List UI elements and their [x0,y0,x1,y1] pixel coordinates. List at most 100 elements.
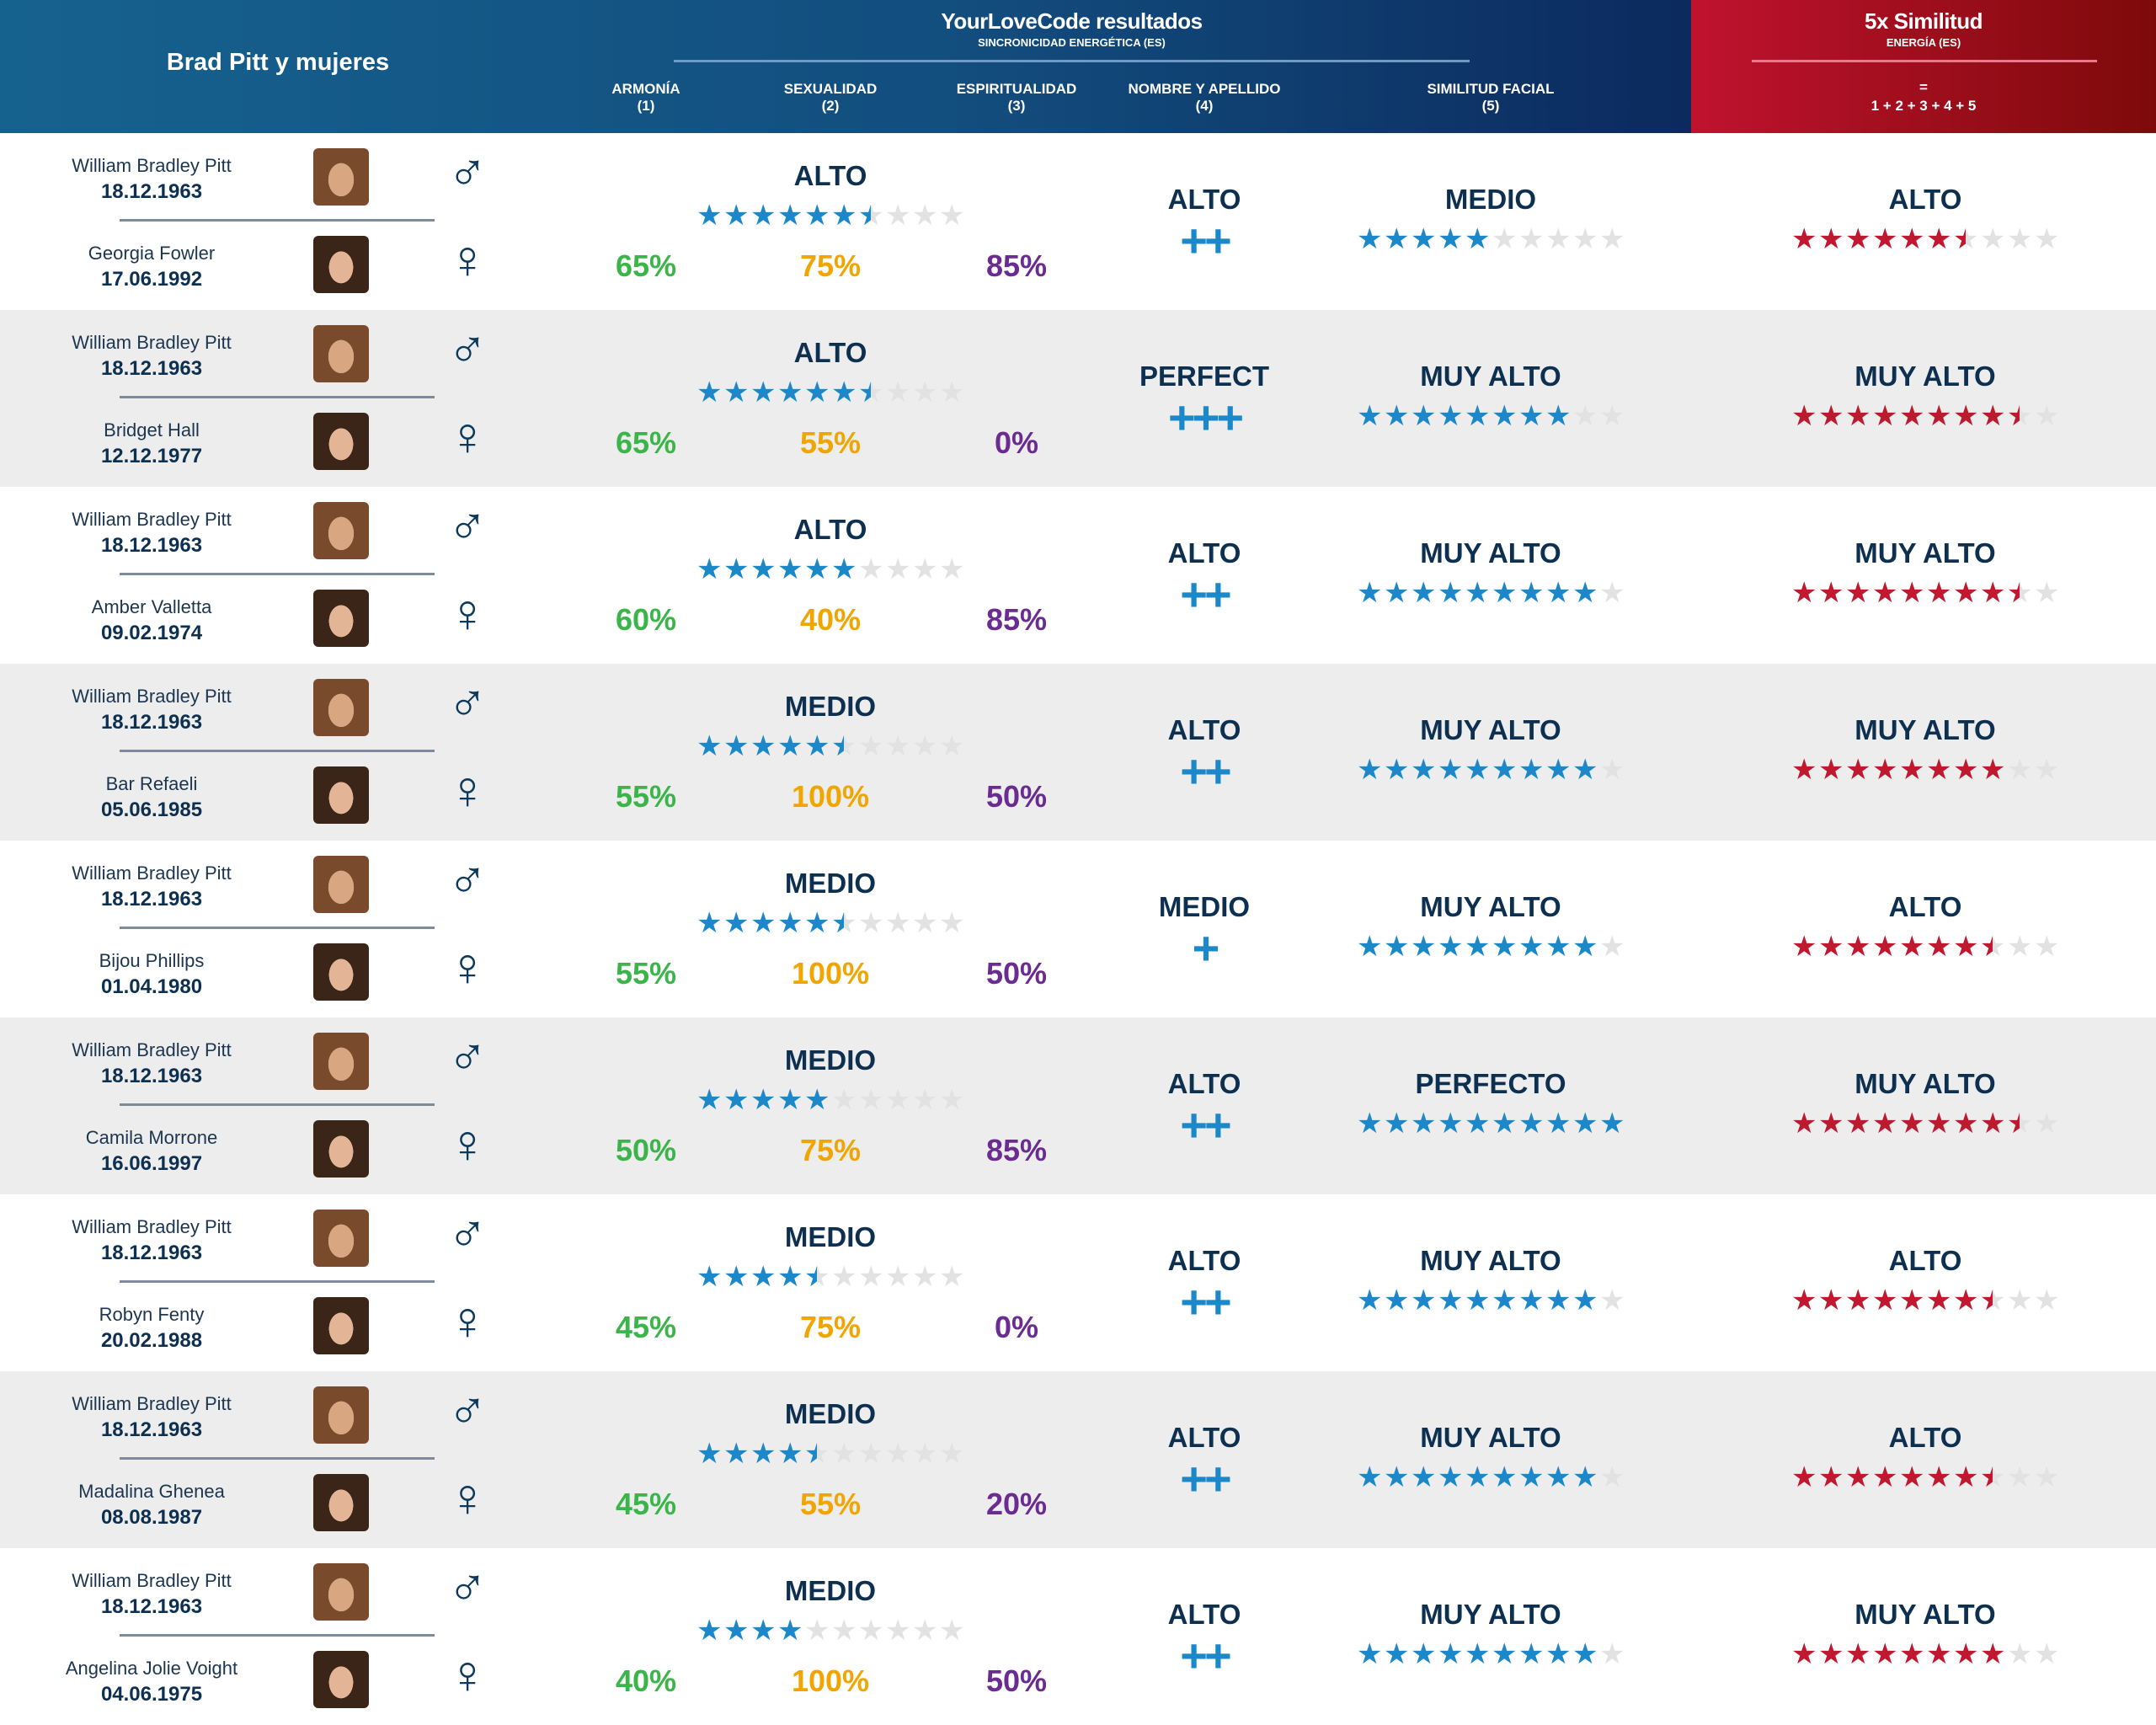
star-icon: ★★ [1411,1287,1436,1314]
star-icon: ★★ [1818,403,1844,430]
total-stars: ★★★★★★★★★★★★★★★★★★★★ [1791,226,2059,253]
sexualidad-percent: 75% [799,1133,862,1167]
star-fill: ★ [1926,226,1951,253]
star-fill: ★ [1980,403,2005,430]
star-fill: ★ [777,1440,803,1467]
star-fill: ★ [1357,403,1382,430]
star-icon: ★★ [1599,1641,1625,1668]
total-level: ALTO [1888,891,1962,922]
star-icon: ★★ [1545,933,1571,960]
star-fill: ★ [1926,933,1951,960]
star-icon: ★★ [1953,1110,1978,1137]
table-row: William Bradley Pitt 18.12.1963 ♂ Angelina … [0,1548,2156,1725]
star-icon: ★★ [2007,1464,2032,1491]
compatibility-stars: ★★★★★★★★★★★★★★★★★★★★ [696,1617,964,1644]
name-level: PERFECT [1139,360,1270,392]
star-icon: ★★ [1872,226,1897,253]
male-icon: ♂ [447,317,488,377]
star-fill: ★ [1899,756,1924,783]
star-fill: ★ [1872,933,1897,960]
star-icon: ★★ [2007,1110,2032,1137]
star-icon: ★★ [1872,1464,1897,1491]
star-fill: ★ [1791,756,1817,783]
star-icon: ★★ [2007,933,2032,960]
star-icon: ★★ [1438,1464,1463,1491]
espiritualidad-percent: 85% [985,1133,1048,1167]
star-icon: ★★ [1572,226,1598,253]
male-icon: ♂ [447,1378,488,1439]
star-icon: ★★ [1872,579,1897,606]
sexualidad-percent: 55% [799,425,862,460]
star-fill: ★ [1411,403,1436,430]
star-fill: ★ [1384,403,1409,430]
woman-birthdate: 09.02.1974 [100,622,203,644]
star-fill: ★ [1384,1110,1409,1137]
star-icon: ★★ [1899,579,1924,606]
star-icon: ★★ [1572,933,1598,960]
star-icon: ★★ [1926,403,1951,430]
star-icon: ★★ [831,1087,857,1114]
armonia-percent: 50% [615,1133,677,1167]
star-icon: ★★ [1980,1464,2005,1491]
armonia-percent: 55% [615,956,677,991]
star-fill: ★ [1899,403,1924,430]
star-icon: ★★ [912,733,937,760]
star-icon: ★★ [1872,756,1897,783]
star-icon: ★★ [1599,403,1625,430]
star-icon: ★★ [723,379,749,406]
facial-level: PERFECTO [1415,1068,1566,1099]
star-icon: ★★ [912,1263,937,1290]
star-icon: ★★ [1926,933,1951,960]
star-fill: ★ [696,202,722,229]
woman-name: Angelina Jolie Voight [65,1658,238,1679]
star-icon: ★★ [1384,403,1409,430]
star-icon: ★★ [885,1263,910,1290]
star-fill: ★ [1545,579,1571,606]
total-level: MUY ALTO [1854,360,1996,392]
star-fill: ★ [723,1440,749,1467]
star-fill: ★ [858,202,871,229]
star-fill: ★ [1872,403,1897,430]
star-icon: ★★ [1545,756,1571,783]
woman-name: Madalina Ghenea [78,1481,225,1502]
compatibility-level: MEDIO [784,1221,877,1252]
star-fill: ★ [696,1617,722,1644]
star-icon: ★★ [1980,756,2005,783]
name-plus-rating: ++ [1180,214,1231,267]
man-birthdate: 18.12.1963 [100,180,203,203]
star-icon: ★★ [831,202,857,229]
man-name: William Bradley Pitt [72,1039,232,1060]
star-fill: ★ [1545,1641,1571,1668]
armonia-percent: 60% [615,602,677,637]
star-icon: ★★ [1791,1464,1817,1491]
star-fill: ★ [1899,579,1924,606]
female-icon: ♀ [447,406,488,467]
row-divider [120,927,435,929]
star-icon: ★★ [939,202,964,229]
sexualidad-percent: 75% [799,248,862,283]
table-row: William Bradley Pitt 18.12.1963 ♂ Amber Val… [0,487,2156,664]
star-icon: ★★ [804,910,830,937]
star-fill: ★ [777,1087,803,1114]
star-fill: ★ [1899,1641,1924,1668]
star-fill: ★ [1818,1287,1844,1314]
star-icon: ★★ [1357,1287,1382,1314]
armonia-percent: 45% [615,1310,677,1344]
star-icon: ★★ [2007,756,2032,783]
man-birthdate: 18.12.1963 [100,1065,203,1087]
header-divider [674,60,1470,62]
star-fill: ★ [1411,1287,1436,1314]
star-icon: ★★ [750,733,776,760]
star-fill: ★ [1953,756,1978,783]
star-icon: ★★ [696,1087,722,1114]
star-icon: ★★ [1465,579,1490,606]
star-fill: ★ [804,910,830,937]
star-icon: ★★ [1599,1287,1625,1314]
star-fill: ★ [804,379,830,406]
star-fill: ★ [1384,933,1409,960]
star-fill: ★ [1411,933,1436,960]
star-icon: ★★ [1953,933,1978,960]
sexualidad-percent: 100% [791,1664,870,1698]
star-fill: ★ [1872,756,1897,783]
star-fill: ★ [1791,1287,1817,1314]
